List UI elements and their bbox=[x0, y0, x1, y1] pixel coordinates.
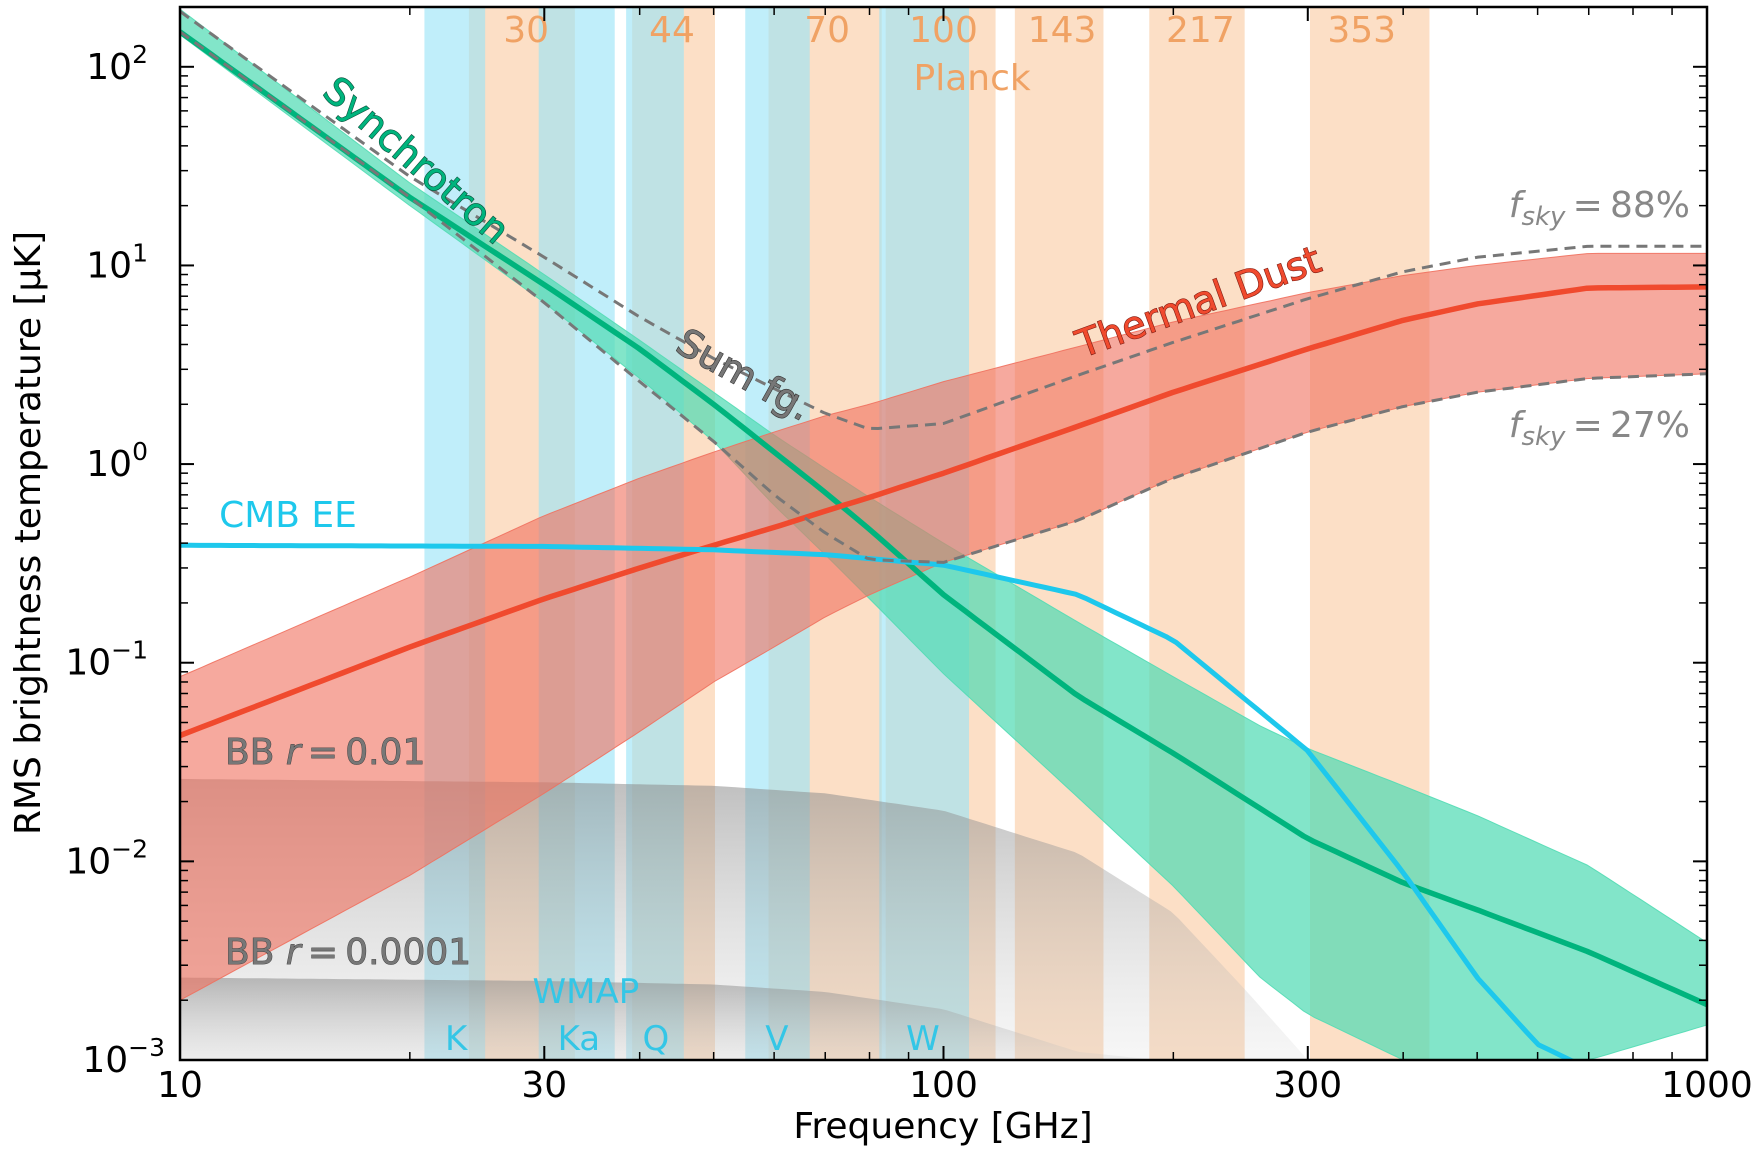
planck-label: Planck bbox=[914, 58, 1031, 99]
y-tick-label: 10−3 bbox=[82, 1033, 165, 1081]
thermal-dust-line bbox=[180, 284, 1707, 739]
x-tick-label-1000: 1000 bbox=[1661, 1065, 1753, 1106]
y-tick-label: 102 bbox=[86, 40, 148, 88]
sum-fg-line-lower bbox=[180, 30, 1707, 564]
planck-band-label-44: 44 bbox=[649, 10, 695, 51]
x-tick-label-100: 100 bbox=[909, 1065, 978, 1106]
bb-fills bbox=[180, 778, 1308, 1060]
planck-band-label-353: 353 bbox=[1327, 10, 1396, 51]
plot-area bbox=[180, 7, 1707, 1060]
y-tick-label: 10−2 bbox=[65, 834, 148, 882]
bb-r-00001-label: BB r = 0.0001 bbox=[225, 932, 471, 973]
x-axis-label: Frequency [GHz] bbox=[793, 1106, 1092, 1147]
synchrotron-line bbox=[180, 29, 1707, 1008]
sum-fg-line-upper bbox=[180, 10, 1707, 430]
series-lines bbox=[180, 10, 1707, 1060]
wmap-band-label-v: V bbox=[765, 1019, 788, 1059]
planck-band-label-70: 70 bbox=[804, 10, 850, 51]
x-tick-label-300: 300 bbox=[1273, 1065, 1342, 1106]
y-tick-label: 101 bbox=[86, 238, 148, 286]
wmap-band-label-w: W bbox=[906, 1019, 940, 1059]
axis-ticks: 10 30 100 300 1000 10−3 10−2 10−1 100 101 102 bbox=[65, 6, 1753, 1106]
wmap-band-label-q: Q bbox=[642, 1019, 669, 1059]
dust-band bbox=[180, 252, 1707, 1001]
planck-band-label-30: 30 bbox=[503, 10, 549, 51]
fsky-27-label: fsky = 27% bbox=[1509, 405, 1690, 452]
cmb-ee-label: CMB EE bbox=[219, 495, 357, 536]
wmap-label: WMAP bbox=[533, 972, 640, 1012]
fsky-88-label: fsky = 88% bbox=[1509, 185, 1690, 232]
bb-00001-fill bbox=[180, 977, 1157, 1060]
planck-band-label-143: 143 bbox=[1028, 10, 1097, 51]
planck-band-label-217: 217 bbox=[1166, 10, 1235, 51]
y-tick-label: 10−1 bbox=[65, 636, 148, 684]
y-axis-label: RMS brightness temperature [μK] bbox=[8, 231, 49, 835]
y-tick-label: 100 bbox=[86, 437, 148, 485]
x-tick-label-30: 30 bbox=[521, 1065, 567, 1106]
bb-r-001-label: BB r = 0.01 bbox=[225, 732, 425, 773]
wmap-band-label-k: K bbox=[445, 1019, 469, 1059]
x-tick-label-10: 10 bbox=[157, 1065, 203, 1106]
wmap-band-label-ka: Ka bbox=[558, 1019, 601, 1059]
